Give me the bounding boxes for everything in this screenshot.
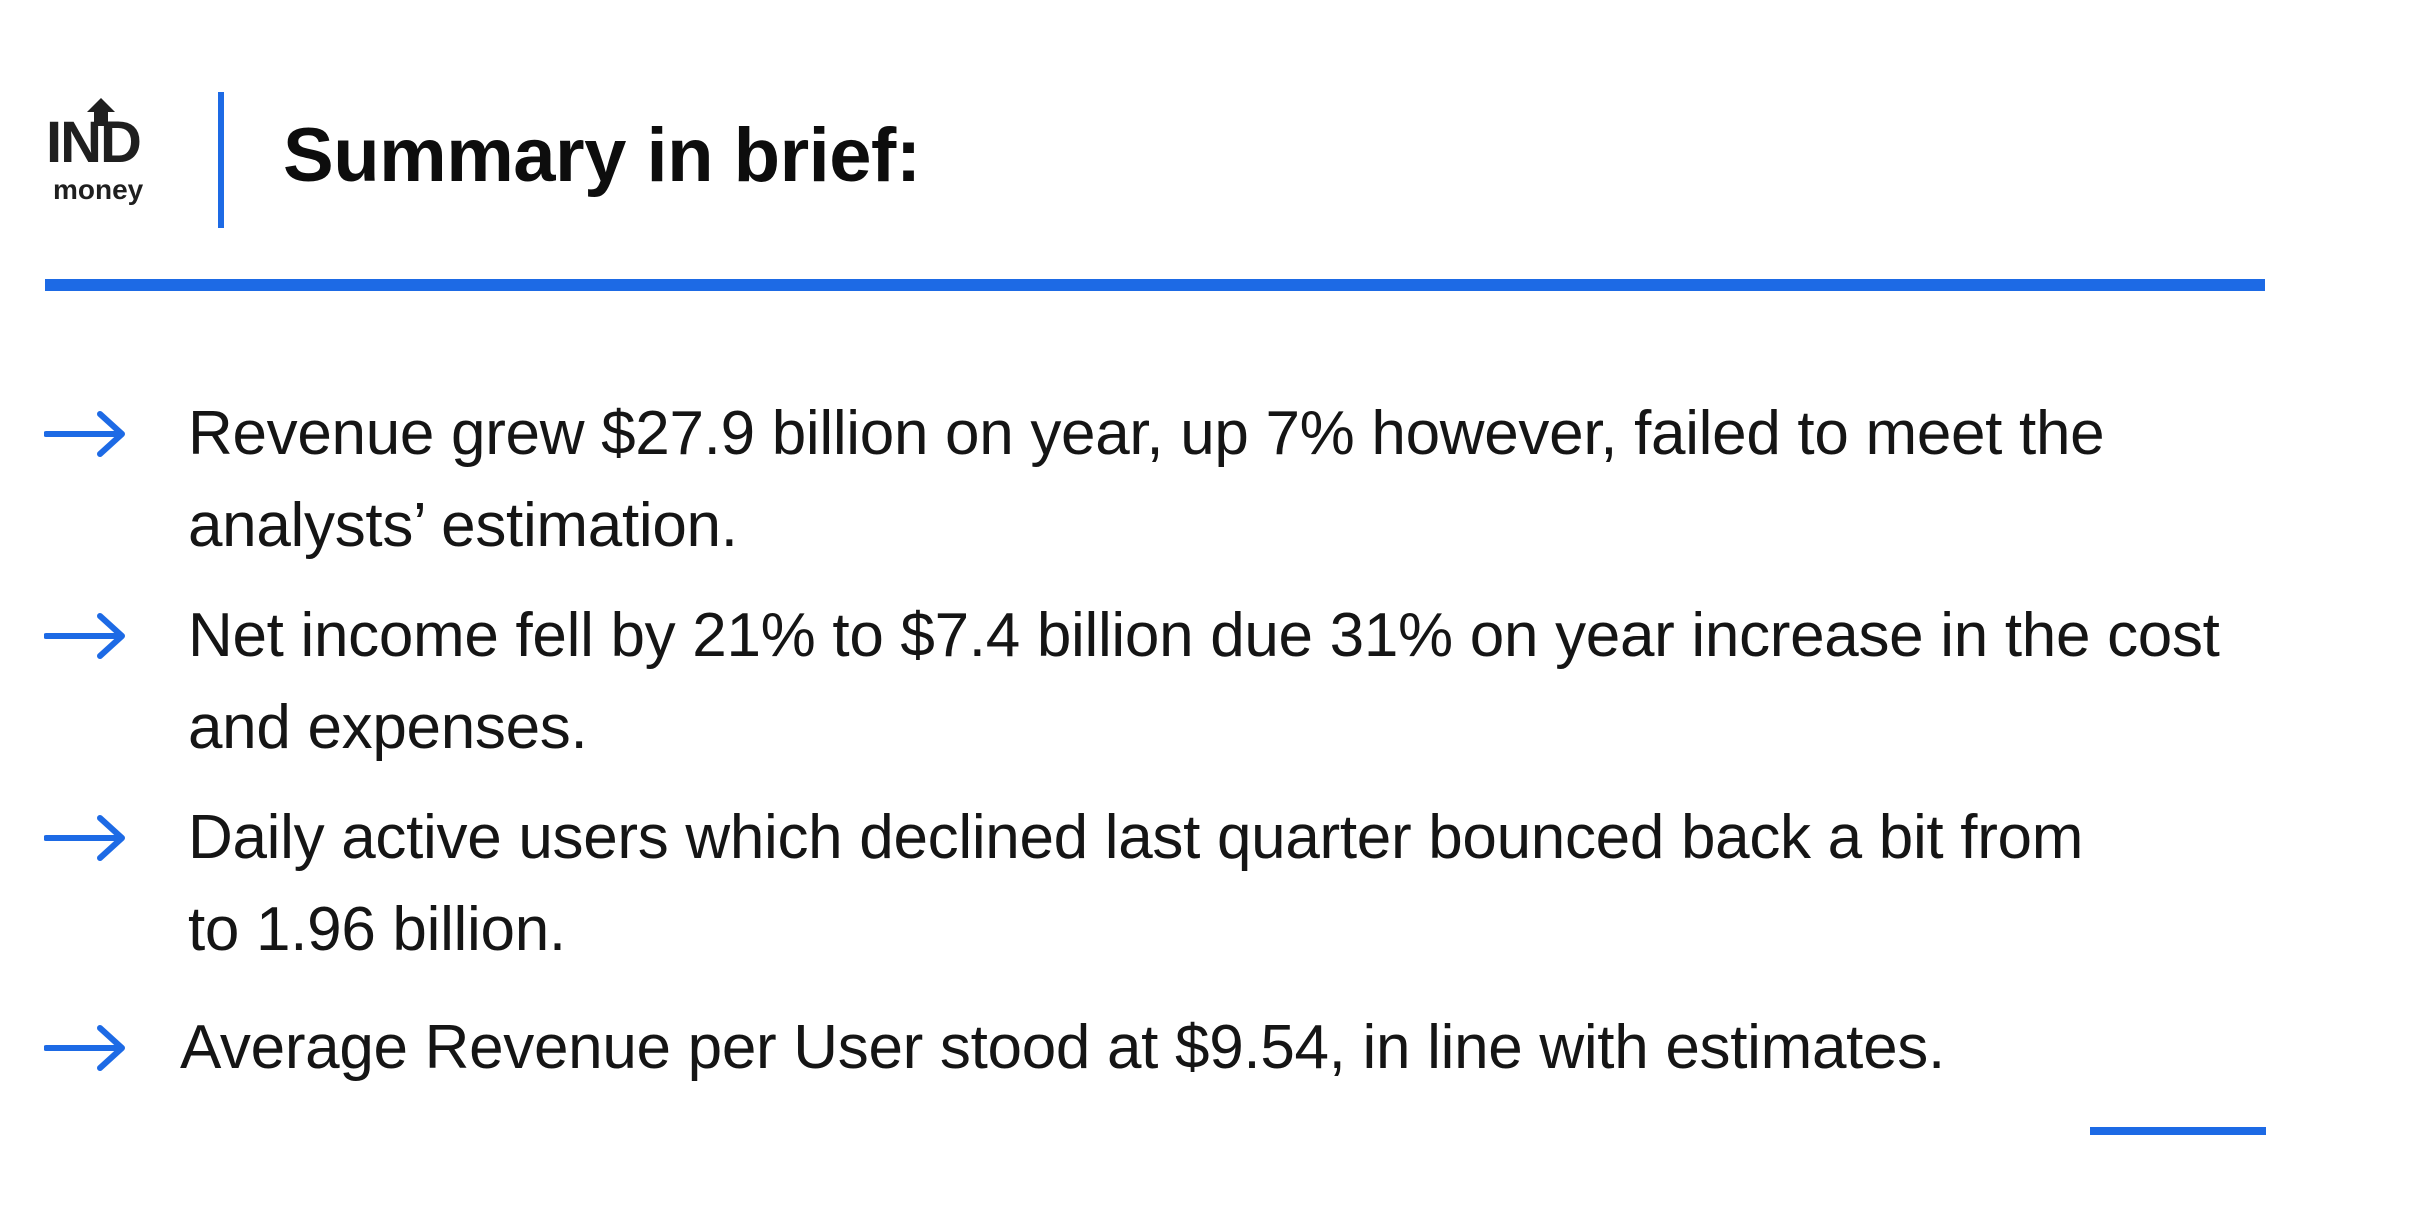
arrow-right-icon: [44, 815, 125, 861]
footer-rule: [2090, 1127, 2266, 1135]
list-item-text: Daily active users which declined last q…: [188, 803, 2084, 964]
arrow-right-icon: [44, 411, 125, 457]
header-rule: [45, 279, 2265, 291]
logo-arrow-icon: [87, 98, 115, 126]
list-item-text: Net income fell by 21% to $7.4 billion d…: [188, 601, 2220, 762]
arrow-right-icon: [44, 1025, 125, 1071]
page-title: Summary in brief:: [283, 113, 921, 198]
arrow-right-icon: [44, 613, 125, 659]
list-item-text: Revenue grew $27.9 billion on year, up 7…: [188, 399, 2105, 560]
indmoney-logo: IND money: [46, 98, 156, 210]
list-item-text: Average Revenue per User stood at $9.54,…: [180, 1013, 1945, 1082]
logo-sub-text: money: [53, 174, 144, 205]
header-divider: [218, 92, 224, 228]
logo-main-text: IND: [46, 110, 142, 175]
